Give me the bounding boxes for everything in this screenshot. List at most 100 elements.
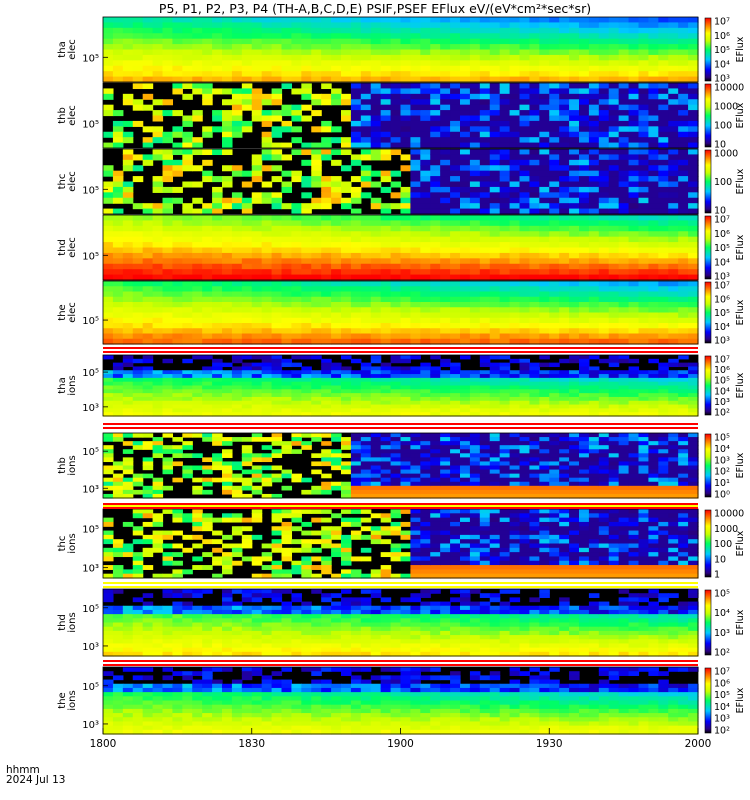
spectrogram-cell [668, 220, 679, 227]
spectrogram-cell [222, 317, 233, 324]
spectrogram-cell [579, 71, 590, 78]
spectrogram-cell [569, 449, 580, 454]
spectrogram-cell [618, 412, 630, 417]
spectrogram-cell [410, 312, 421, 319]
spectrogram-cell [152, 328, 164, 335]
spectrogram-cell [241, 362, 253, 368]
spectrogram-cell [261, 99, 273, 106]
spectrogram-cell [390, 126, 402, 133]
spectrogram-cell [440, 358, 451, 364]
spectrogram-cell [172, 393, 183, 398]
spectrogram-cell [430, 165, 441, 172]
spectrogram-cell [301, 247, 312, 254]
spectrogram-cell [638, 149, 650, 156]
spectrogram-cell [162, 393, 174, 398]
spectrogram-cell [341, 197, 352, 204]
spectrogram-cell [231, 437, 243, 442]
spectrogram-cell [608, 307, 620, 314]
spectrogram-cell [142, 286, 154, 293]
spectrogram-cell [152, 38, 164, 45]
spectrogram-cell [222, 231, 233, 238]
spectrogram-cell [251, 88, 263, 95]
spectrogram-cell [370, 437, 382, 442]
spectrogram-cell [321, 358, 332, 364]
spectrogram-cell [212, 396, 223, 402]
spectrogram-cell [430, 481, 441, 487]
spectrogram-cell [479, 137, 491, 144]
spectrogram-cell [132, 307, 144, 314]
spectrogram-cell [380, 489, 392, 495]
spectrogram-cell [598, 286, 610, 293]
spectrogram-cell [549, 88, 560, 95]
spectrogram-cell [450, 286, 461, 293]
spectrogram-cell [430, 445, 441, 450]
spectrogram-cell [469, 465, 481, 471]
spectrogram-cell [420, 269, 431, 276]
spectrogram-cell [479, 22, 491, 29]
spectrogram-cell [430, 38, 441, 45]
spectrogram-cell [122, 76, 134, 83]
spectrogram-cell [321, 389, 332, 394]
spectrogram-cell [152, 385, 164, 390]
spectrogram-cell [628, 489, 640, 495]
spectrogram-cell [678, 317, 689, 324]
spectrogram-cell [509, 493, 521, 499]
spectrogram-cell [390, 412, 402, 417]
spectrogram-cell [618, 208, 630, 215]
spectrogram-cell [231, 296, 243, 303]
spectrogram-cell [668, 377, 679, 383]
spectrogram-cell [618, 469, 630, 475]
spectrogram-cell [479, 296, 491, 303]
spectrogram-cell [588, 22, 600, 29]
spectrogram-cell [152, 453, 164, 458]
spectrogram-cell [489, 302, 501, 308]
spectrogram-cell [271, 338, 283, 345]
spectrogram-cell [301, 44, 312, 51]
spectrogram-cell [688, 17, 699, 24]
spectrogram-cell [529, 176, 540, 183]
spectrogram-cell [152, 370, 164, 375]
spectrogram-cell [579, 176, 590, 183]
spectrogram-cell [370, 296, 382, 303]
spectrogram-cell [341, 400, 352, 406]
spectrogram-cell [430, 485, 441, 491]
spectrogram-cell [410, 65, 421, 72]
spectrogram-cell [142, 296, 154, 303]
spectrogram-cell [331, 33, 342, 40]
spectrogram-cell [479, 263, 491, 270]
spectrogram-cell [360, 408, 372, 413]
spectrogram-cell [370, 408, 382, 413]
spectrogram-cell [648, 400, 659, 406]
spectrogram-cell [450, 236, 461, 243]
spectrogram-cell [231, 104, 243, 111]
spectrogram-cell [410, 17, 421, 24]
spectrogram-cell [588, 83, 600, 90]
spectrogram-cell [122, 149, 134, 156]
spectrogram-cell [222, 302, 233, 308]
spectrogram-cell [212, 247, 223, 254]
spectrogram-cell [103, 197, 114, 204]
spectrogram-cell [618, 358, 630, 364]
spectrogram-cell [222, 385, 233, 390]
spectrogram-cell [271, 412, 283, 417]
spectrogram-cell [271, 88, 283, 95]
spectrogram-cell [321, 17, 332, 24]
spectrogram-cell [608, 149, 620, 156]
spectrogram-cell [152, 44, 164, 51]
spectrogram-cell [539, 149, 550, 156]
spectrogram-cell [162, 33, 174, 40]
spectrogram-cell [608, 44, 620, 51]
spectrogram-cell [598, 457, 610, 463]
spectrogram-cell [598, 312, 610, 319]
spectrogram-cell [569, 186, 580, 193]
spectrogram-cell [678, 170, 689, 177]
spectrogram-cell [172, 165, 183, 172]
spectrogram-cell [152, 396, 164, 402]
spectrogram-cell [608, 281, 620, 287]
spectrogram-cell [668, 370, 679, 375]
spectrogram-cell [608, 389, 620, 394]
spectrogram-cell [608, 449, 620, 454]
spectrogram-cell [688, 131, 699, 138]
spectrogram-cell [509, 473, 521, 479]
spectrogram-cell [559, 323, 570, 329]
